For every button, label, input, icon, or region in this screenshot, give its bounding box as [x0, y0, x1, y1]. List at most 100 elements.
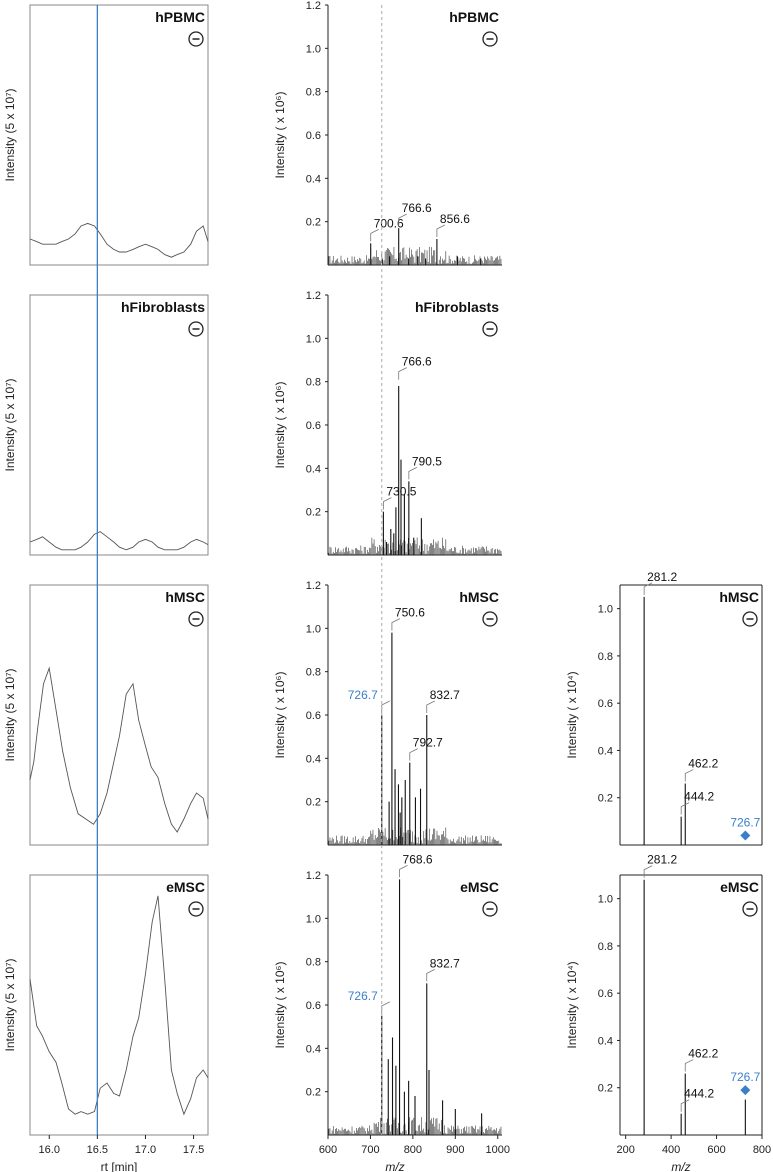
peak-leader-line	[408, 466, 418, 480]
xic-trace-line	[29, 666, 209, 833]
y-tick-label: 0.6	[306, 710, 321, 722]
y-tick-label: 0.4	[306, 753, 321, 765]
peak-label: 700.6	[374, 216, 404, 230]
peak-leader-line	[399, 864, 408, 878]
peak-label: 444.2	[684, 1087, 714, 1101]
panel-title: hFibroblasts	[415, 299, 499, 315]
peak-label: 750.6	[395, 606, 425, 620]
peak-label: 768.6	[403, 852, 433, 866]
y-tick-label: 0.6	[598, 988, 613, 1000]
y-tick-label: 0.4	[306, 173, 321, 185]
y-axis-label: Intensity ( x 10⁶)	[273, 92, 287, 179]
xic-frame	[29, 874, 209, 1136]
y-tick-label: 0.4	[306, 1043, 321, 1055]
peak-label: 726.7	[348, 688, 378, 702]
x-tick-label: 800	[753, 1144, 771, 1156]
peak-leader-line	[391, 618, 401, 631]
x-axis-label: m/z	[385, 1160, 404, 1172]
panel-title: eMSC	[460, 879, 499, 895]
peak-label: 730.5	[386, 485, 416, 499]
panel-title: hPBMC	[449, 9, 499, 25]
y-axis-label: Intensity ( x 10⁴)	[565, 671, 579, 758]
y-tick-label: 0.4	[598, 745, 613, 757]
xic-trace-line	[29, 895, 209, 1116]
peak-leader-line	[398, 367, 407, 380]
peak-leader-line	[426, 700, 435, 713]
x-tick-label: 900	[446, 1144, 464, 1156]
peak-label: 462.2	[688, 1047, 718, 1061]
peak-leader-line	[436, 224, 446, 237]
xic-frame	[29, 294, 209, 556]
y-tick-label: 0.8	[598, 651, 613, 663]
peak-label: 281.2	[647, 570, 677, 584]
precursor-label: 726.7	[730, 1070, 760, 1084]
x-tick-label: 200	[617, 1144, 635, 1156]
peak-leader-line	[680, 1099, 690, 1112]
xic-frame	[29, 4, 209, 266]
y-tick-label: 0.8	[306, 957, 321, 969]
peak-leader-line	[426, 968, 435, 982]
peak-label: 462.2	[688, 757, 718, 771]
y-tick-label: 1.0	[306, 623, 321, 635]
peak-leader-line	[643, 865, 653, 878]
polarity-circle-icon	[188, 611, 204, 627]
y-tick-label: 0.4	[306, 463, 321, 475]
peak-leader-line	[409, 748, 418, 761]
y-tick-label: 0.6	[306, 420, 321, 432]
polarity-circle-icon	[742, 611, 758, 627]
panel-title: hMSC	[459, 589, 499, 605]
y-tick-label: 0.6	[598, 698, 613, 710]
peak-leader-line	[398, 213, 407, 227]
peak-leader-line	[381, 1001, 390, 1014]
y-tick-label: 1.0	[598, 604, 613, 616]
peak-leader-line	[370, 228, 379, 242]
precursor-diamond-icon	[740, 1085, 751, 1096]
y-tick-label: 1.0	[306, 333, 321, 345]
x-tick-label: 600	[319, 1144, 337, 1156]
x-tick-label: 17.0	[135, 1144, 156, 1156]
y-tick-label: 1.0	[598, 894, 613, 906]
xic-frame	[29, 584, 209, 846]
polarity-circle-icon	[188, 31, 204, 47]
panel-title: hFibroblasts	[121, 299, 205, 315]
x-tick-label: 16.5	[87, 1144, 108, 1156]
peak-label: 832.7	[430, 688, 460, 702]
y-tick-label: 1.0	[306, 913, 321, 925]
y-tick-label: 0.8	[306, 667, 321, 679]
peak-leader-line	[684, 1059, 694, 1072]
polarity-circle-icon	[482, 901, 498, 917]
y-axis-label: Intensity ( x 10⁶)	[273, 672, 287, 759]
peak-leader-line	[381, 700, 390, 713]
peak-label: 766.6	[402, 201, 432, 215]
y-tick-label: 0.6	[306, 1000, 321, 1012]
peak-leader-line	[643, 582, 653, 595]
peak-label: 792.7	[413, 736, 443, 750]
y-tick-label: 0.2	[306, 1087, 321, 1099]
y-tick-label: 0.8	[306, 87, 321, 99]
panel-title: hMSC	[719, 589, 759, 605]
y-tick-label: 1.2	[306, 870, 321, 882]
y-tick-label: 0.8	[306, 377, 321, 389]
y-tick-label: 0.4	[598, 1035, 613, 1047]
peak-label: 444.2	[684, 790, 714, 804]
precursor-label: 726.7	[730, 816, 760, 830]
polarity-circle-icon	[188, 901, 204, 917]
x-tick-label: 1000	[486, 1144, 510, 1156]
polarity-circle-icon	[742, 901, 758, 917]
y-axis-label: Intensity (5 x 10⁷)	[3, 668, 17, 761]
y-tick-label: 0.6	[306, 130, 321, 142]
polarity-circle-icon	[482, 31, 498, 47]
y-tick-label: 0.2	[598, 1083, 613, 1095]
y-tick-label: 0.2	[306, 507, 321, 519]
x-tick-label: 17.5	[183, 1144, 204, 1156]
peak-label: 726.7	[348, 989, 378, 1003]
y-tick-label: 1.0	[306, 43, 321, 55]
peak-label: 281.2	[647, 853, 677, 867]
y-tick-label: 1.2	[306, 580, 321, 592]
y-tick-label: 1.2	[306, 0, 321, 12]
x-tick-label: 700	[361, 1144, 379, 1156]
panel-title: eMSC	[166, 879, 205, 895]
y-tick-label: 0.8	[598, 941, 613, 953]
x-tick-label: 16.0	[39, 1144, 60, 1156]
y-axis-label: Intensity ( x 10⁶)	[273, 962, 287, 1049]
